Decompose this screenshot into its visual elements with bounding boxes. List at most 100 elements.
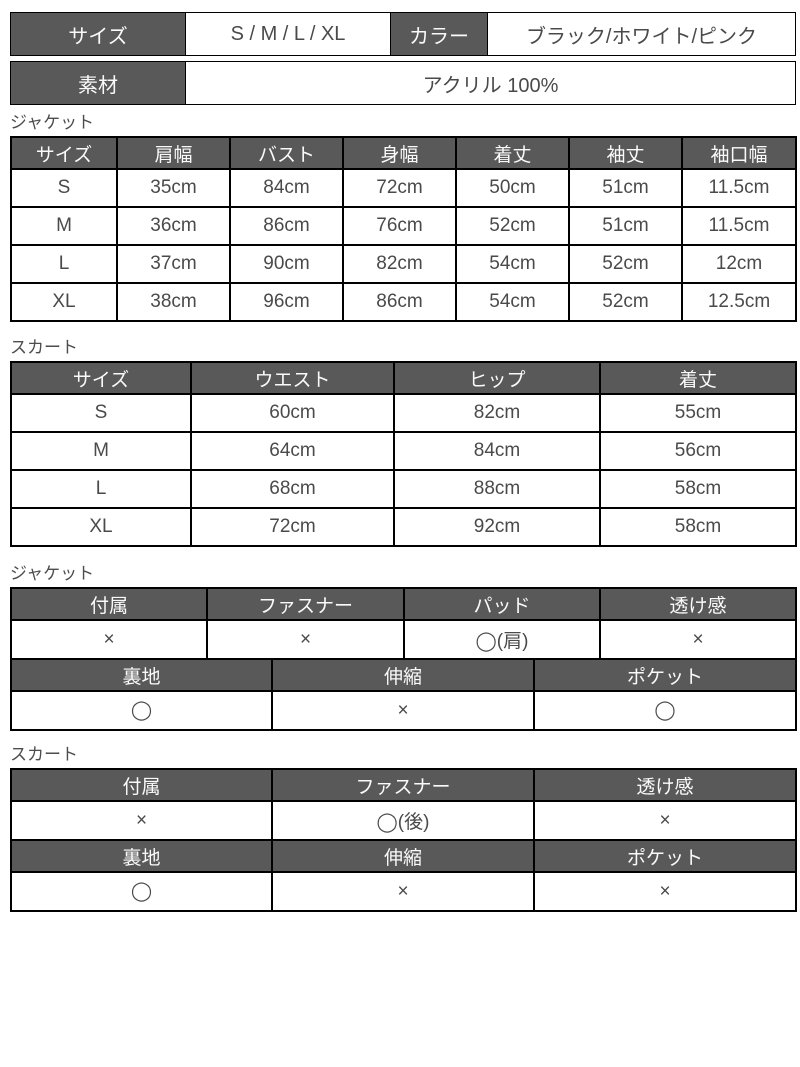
material-header-cell: 素材	[10, 61, 186, 105]
table-cell: 92cm	[393, 507, 601, 547]
table-cell: XL	[10, 282, 118, 322]
size-value-cell: S / M / L / XL	[185, 12, 391, 56]
table-cell: 86cm	[342, 282, 457, 322]
table-cell: ×	[10, 800, 273, 841]
size-header-cell: サイズ	[10, 12, 186, 56]
table-cell: 36cm	[116, 206, 231, 246]
column-header: 伸縮	[271, 839, 535, 873]
skirt-size-table: サイズ ウエスト ヒップ 着丈 S 60cm 82cm 55cm M 64cm …	[10, 361, 797, 547]
column-header: 透け感	[599, 587, 797, 621]
table-row: ◯ × ◯	[10, 690, 797, 731]
jacket-detail-table-features: 付属 ファスナー パッド 透け感 × × ◯(肩) ×	[10, 587, 797, 660]
skirt-detail-section-label: スカート	[10, 745, 78, 764]
table-cell: 84cm	[393, 431, 601, 471]
table-cell: 54cm	[455, 282, 570, 322]
product-spec-sheet: サイズ S / M / L / XL カラー ブラック/ホワイト/ピンク 素材 …	[10, 12, 797, 912]
table-header-row: サイズ 肩幅 バスト 身幅 着丈 袖丈 袖口幅	[10, 136, 797, 170]
table-cell: ×	[533, 871, 797, 912]
table-row: S 60cm 82cm 55cm	[10, 393, 797, 433]
column-header: ファスナー	[271, 768, 535, 802]
table-cell: 11.5cm	[681, 168, 797, 208]
table-cell: 38cm	[116, 282, 231, 322]
table-cell: 58cm	[599, 507, 797, 547]
table-cell: 82cm	[393, 393, 601, 433]
column-header: パッド	[403, 587, 601, 621]
column-header: 袖丈	[568, 136, 683, 170]
column-header: 付属	[10, 768, 273, 802]
column-header: バスト	[229, 136, 344, 170]
jacket-size-section-label: ジャケット	[10, 113, 95, 132]
jacket-size-table: サイズ 肩幅 バスト 身幅 着丈 袖丈 袖口幅 S 35cm 84cm 72cm…	[10, 136, 797, 322]
column-header: 着丈	[455, 136, 570, 170]
table-cell: 88cm	[393, 469, 601, 509]
table-cell: ◯	[10, 690, 273, 731]
table-cell: 52cm	[455, 206, 570, 246]
table-cell: ◯	[10, 871, 273, 912]
product-info-table-row2: 素材 アクリル 100%	[10, 61, 796, 105]
column-header: 伸縮	[271, 658, 535, 692]
table-header-row: 付属 ファスナー パッド 透け感	[10, 587, 797, 621]
table-header-row: 裏地 伸縮 ポケット	[10, 658, 797, 692]
table-cell: ◯	[533, 690, 797, 731]
table-row: XL 38cm 96cm 86cm 54cm 52cm 12.5cm	[10, 282, 797, 322]
table-cell: 51cm	[568, 168, 683, 208]
product-info-table-row1: サイズ S / M / L / XL カラー ブラック/ホワイト/ピンク	[10, 12, 796, 56]
column-header: 裏地	[10, 658, 273, 692]
jacket-detail-table-lining: 裏地 伸縮 ポケット ◯ × ◯	[10, 658, 797, 731]
column-header: ポケット	[533, 658, 797, 692]
table-cell: ◯(後)	[271, 800, 535, 841]
table-cell: 12cm	[681, 244, 797, 284]
table-header-row: 付属 ファスナー 透け感	[10, 768, 797, 802]
table-cell: 90cm	[229, 244, 344, 284]
table-row: XL 72cm 92cm 58cm	[10, 507, 797, 547]
table-cell: 64cm	[190, 431, 395, 471]
table-cell: S	[10, 393, 192, 433]
skirt-size-section-label: スカート	[10, 338, 78, 357]
column-header: 着丈	[599, 361, 797, 395]
table-cell: 76cm	[342, 206, 457, 246]
table-cell: M	[10, 431, 192, 471]
color-value-cell: ブラック/ホワイト/ピンク	[487, 12, 796, 56]
column-header: 透け感	[533, 768, 797, 802]
table-cell: 12.5cm	[681, 282, 797, 322]
table-cell: 37cm	[116, 244, 231, 284]
table-cell: 54cm	[455, 244, 570, 284]
column-header: 袖口幅	[681, 136, 797, 170]
table-cell: 11.5cm	[681, 206, 797, 246]
column-header: 裏地	[10, 839, 273, 873]
table-cell: 51cm	[568, 206, 683, 246]
table-cell: ×	[10, 619, 208, 660]
table-cell: 52cm	[568, 282, 683, 322]
color-header-cell: カラー	[390, 12, 488, 56]
table-cell: 56cm	[599, 431, 797, 471]
column-header: 付属	[10, 587, 208, 621]
table-header-row: 裏地 伸縮 ポケット	[10, 839, 797, 873]
column-header: 身幅	[342, 136, 457, 170]
table-cell: ×	[271, 871, 535, 912]
jacket-detail-section-label: ジャケット	[10, 564, 95, 583]
table-cell: 68cm	[190, 469, 395, 509]
table-cell: 72cm	[190, 507, 395, 547]
table-cell: L	[10, 469, 192, 509]
table-cell: 86cm	[229, 206, 344, 246]
table-cell: M	[10, 206, 118, 246]
table-row: ◯ × ×	[10, 871, 797, 912]
column-header: 肩幅	[116, 136, 231, 170]
table-header-row: サイズ ウエスト ヒップ 着丈	[10, 361, 797, 395]
table-row: M 36cm 86cm 76cm 52cm 51cm 11.5cm	[10, 206, 797, 246]
table-cell: 55cm	[599, 393, 797, 433]
column-header: サイズ	[10, 361, 192, 395]
table-cell: 82cm	[342, 244, 457, 284]
table-cell: ×	[599, 619, 797, 660]
table-row: L 37cm 90cm 82cm 54cm 52cm 12cm	[10, 244, 797, 284]
table-row: × ◯(後) ×	[10, 800, 797, 841]
table-cell: S	[10, 168, 118, 208]
table-cell: ×	[533, 800, 797, 841]
table-cell: 84cm	[229, 168, 344, 208]
table-cell: L	[10, 244, 118, 284]
table-row: L 68cm 88cm 58cm	[10, 469, 797, 509]
table-cell: 52cm	[568, 244, 683, 284]
table-cell: 96cm	[229, 282, 344, 322]
skirt-detail-table-lining: 裏地 伸縮 ポケット ◯ × ×	[10, 839, 797, 912]
column-header: ポケット	[533, 839, 797, 873]
